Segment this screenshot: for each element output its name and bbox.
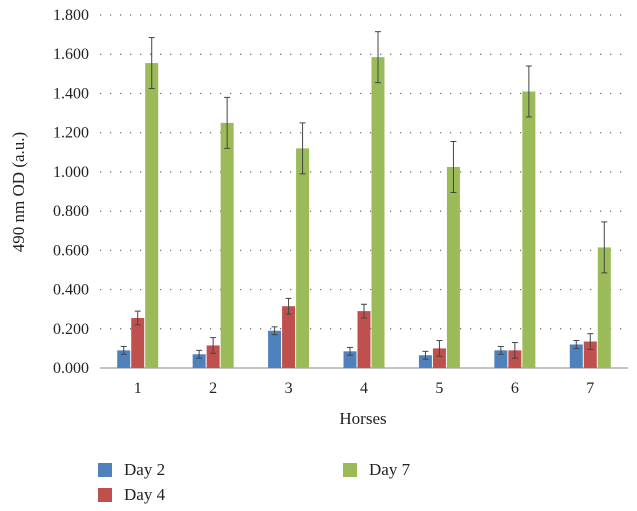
error-bar bbox=[436, 340, 443, 357]
bar-day-4-horse-2 bbox=[206, 345, 220, 368]
error-bar bbox=[210, 337, 217, 354]
error-bar bbox=[347, 346, 353, 356]
bar-day-7-horse-5 bbox=[446, 166, 460, 368]
y-tick-label: 1.800 bbox=[53, 7, 89, 24]
bar-day-7-horse-6 bbox=[522, 91, 536, 368]
bar-day-4-horse-4 bbox=[357, 311, 371, 368]
bar-day-2-horse-3 bbox=[268, 330, 282, 368]
error-bar bbox=[601, 221, 608, 274]
bar-day-2-horse-6 bbox=[494, 350, 508, 368]
bar-day-4-horse-5 bbox=[432, 348, 446, 368]
x-tick-label: 6 bbox=[511, 380, 519, 397]
error-bar bbox=[271, 326, 278, 336]
error-bar bbox=[134, 310, 141, 326]
bar-day-2-horse-7 bbox=[569, 344, 583, 368]
bar-day-2-horse-5 bbox=[418, 355, 432, 368]
x-axis-ticks: 1 2 3 4 5 6 7 bbox=[134, 380, 595, 397]
y-tick-label: 0.000 bbox=[53, 360, 89, 377]
error-bar bbox=[361, 303, 367, 319]
error-bars bbox=[120, 31, 608, 360]
y-tick-label: 0.800 bbox=[53, 203, 89, 220]
gridlines bbox=[100, 14, 628, 330]
y-tick-label: 0.400 bbox=[53, 282, 89, 299]
error-bar bbox=[196, 349, 203, 359]
y-tick-label: 1.200 bbox=[53, 125, 89, 142]
error-bar bbox=[422, 350, 429, 360]
bar-day-7-horse-7 bbox=[597, 247, 611, 368]
bar-day-4-horse-3 bbox=[282, 306, 296, 368]
error-bar bbox=[511, 342, 518, 359]
y-tick-label: 0.600 bbox=[53, 242, 89, 259]
x-tick-label: 7 bbox=[586, 380, 594, 397]
y-tick-label: 1.400 bbox=[53, 85, 89, 102]
error-bar bbox=[450, 140, 457, 193]
error-bar bbox=[120, 345, 127, 355]
x-tick-label: 5 bbox=[435, 380, 443, 397]
x-tick-label: 4 bbox=[360, 380, 368, 397]
error-bar bbox=[587, 333, 594, 350]
error-bar bbox=[573, 340, 580, 349]
bar-day-7-horse-3 bbox=[296, 148, 310, 368]
bar-day-7-horse-2 bbox=[220, 122, 234, 368]
y-axis-title: 490 nm OD (a.u.) bbox=[9, 132, 28, 252]
error-bar bbox=[375, 31, 381, 84]
y-tick-label: 0.200 bbox=[53, 321, 89, 338]
error-bar bbox=[224, 96, 231, 149]
bar-day-2-horse-4 bbox=[343, 351, 357, 368]
bar-day-4-horse-7 bbox=[583, 341, 597, 368]
error-bar bbox=[148, 37, 155, 90]
bar-day-7-horse-4 bbox=[371, 57, 385, 369]
bar-day-4-horse-6 bbox=[508, 350, 522, 368]
bar-day-2-horse-1 bbox=[117, 350, 131, 368]
x-tick-label: 2 bbox=[209, 380, 217, 397]
x-tick-label: 3 bbox=[285, 380, 293, 397]
error-bar bbox=[285, 297, 292, 315]
error-bar bbox=[299, 122, 306, 175]
error-bar bbox=[497, 345, 504, 355]
y-tick-label: 1.600 bbox=[53, 46, 89, 63]
error-bar bbox=[525, 65, 532, 118]
x-axis-title: Horses bbox=[339, 409, 386, 428]
bars bbox=[117, 57, 611, 369]
y-axis-ticks: 0.000 0.200 0.400 0.600 0.800 1.000 1.200 1.400… bbox=[53, 7, 89, 377]
bar-day-7-horse-1 bbox=[145, 63, 159, 369]
bar-day-2-horse-2 bbox=[192, 354, 206, 368]
x-tick-label: 1 bbox=[134, 380, 142, 397]
bar-day-4-horse-1 bbox=[131, 317, 145, 368]
y-tick-label: 1.000 bbox=[53, 164, 89, 181]
